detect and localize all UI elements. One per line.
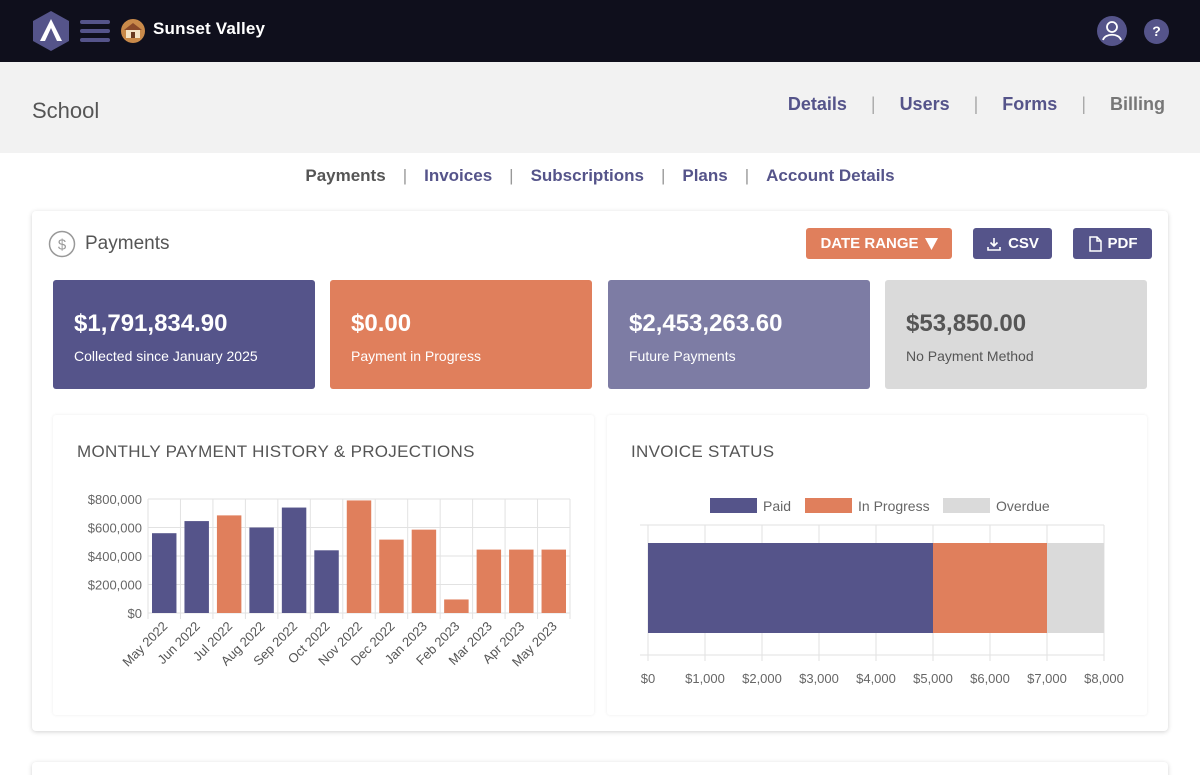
x-tick-label: $7,000 [1027,671,1067,686]
x-tick-label: $3,000 [799,671,839,686]
subnav-separator: | [509,166,514,185]
nav-forms[interactable]: Forms [1002,94,1058,114]
nav-separator: | [870,94,876,114]
file-icon [1088,235,1102,252]
y-tick-label: $200,000 [88,578,142,593]
stat-future: $2,453,263.60 Future Payments [608,280,870,389]
stat-label: No Payment Method [906,348,1034,364]
payments-card: $ Payments DATE RANGE CSV PDF $1,791,834… [32,211,1168,731]
pdf-label: PDF [1107,235,1138,252]
user-profile-icon[interactable] [1097,16,1127,46]
section-nav: Details | Users | Forms | Billing [788,94,1165,115]
stack-segment [648,543,933,633]
subnav-payments[interactable]: Payments [305,166,386,185]
stack-segment [933,543,1047,633]
legend-label: In Progress [858,498,930,514]
y-tick-label: $400,000 [88,549,142,564]
bar [152,533,177,613]
subnav-plans[interactable]: Plans [682,166,728,185]
app-logo-icon[interactable] [31,10,71,52]
subnav-account-details[interactable]: Account Details [766,166,895,185]
invoice-chart-title: INVOICE STATUS [631,442,775,461]
bar [411,529,437,613]
stat-no-payment-method: $53,850.00 No Payment Method [885,280,1147,389]
legend-swatch [710,498,757,513]
menu-icon[interactable] [80,20,110,42]
stat-in-progress: $0.00 Payment in Progress [330,280,592,389]
nav-separator: | [1081,94,1086,114]
bar [346,500,372,613]
bar [444,599,469,613]
bar [379,539,404,613]
subnav-separator: | [402,166,408,185]
bar [216,515,242,613]
nav-users[interactable]: Users [899,94,950,114]
csv-label: CSV [1008,235,1039,252]
stat-collected: $1,791,834.90 Collected since January 20… [53,280,315,389]
subnav-invoices[interactable]: Invoices [424,166,493,185]
app-title: Sunset Valley [153,19,266,38]
legend-swatch [805,498,852,513]
stat-value: $2,453,263.60 [629,310,783,337]
bar [476,549,502,613]
subnav-separator: | [660,166,666,185]
x-tick-label: $6,000 [970,671,1010,686]
x-tick-label: $4,000 [856,671,896,686]
caret-down-icon [924,237,938,250]
bar [281,507,307,613]
pdf-button[interactable]: PDF [1073,228,1152,259]
page-title: School [32,98,100,123]
subnav-subscriptions[interactable]: Subscriptions [530,166,644,185]
stat-value: $1,791,834.90 [74,310,228,337]
dollar-icon: $ [48,230,76,258]
top-bar: Sunset Valley ? [0,0,1200,62]
svg-text:$: $ [58,237,67,254]
bar [314,550,339,613]
x-tick-label: $2,000 [742,671,782,686]
y-tick-label: $0 [128,606,142,621]
page-header: School Details | Users | Forms | Billing [0,62,1200,153]
invoice-status-panel: INVOICE STATUS $0 $1,000 $2,000 $3,000 $4,00… [607,415,1147,715]
billing-subnav: Payments | Invoices | Subscriptions | Pl… [0,166,1200,186]
bar [184,521,209,613]
bar [541,549,566,613]
bar [249,527,274,613]
legend-label: Paid [763,498,791,514]
help-icon[interactable]: ? [1144,19,1169,44]
nav-separator: | [973,94,979,114]
monthly-chart-title: MONTHLY PAYMENT HISTORY & PROJECTIONS [77,442,475,461]
x-tick-label: $1,000 [685,671,725,686]
payments-title: Payments [85,233,170,254]
y-tick-label: $800,000 [88,492,142,507]
date-range-button[interactable]: DATE RANGE [806,228,952,259]
subnav-separator: | [744,166,750,185]
stat-label: Collected since January 2025 [74,348,258,364]
school-avatar-icon [121,19,145,43]
csv-button[interactable]: CSV [973,228,1052,259]
x-tick-label: $5,000 [913,671,953,686]
bar [509,549,534,613]
legend-swatch [943,498,990,513]
date-range-label: DATE RANGE [820,235,919,252]
y-tick-label: $600,000 [88,521,142,536]
x-tick-label: $8,000 [1084,671,1124,686]
download-icon [987,237,1001,251]
monthly-history-panel: MONTHLY PAYMENT HISTORY & PROJECTIONS $0… [53,415,594,715]
stat-value: $53,850.00 [906,310,1027,337]
legend-label: Overdue [996,498,1050,514]
x-tick-label: $0 [641,671,655,686]
invoice-stacked-chart: $0 $1,000 $2,000 $3,000 $4,000 $5,000 $6,000 $7… [640,498,1124,686]
nav-details[interactable]: Details [787,94,847,114]
stat-label: Payment in Progress [351,348,481,364]
stack-segment [1047,543,1104,633]
next-card [32,762,1168,775]
stat-label: Future Payments [629,348,736,364]
stat-value: $0.00 [351,310,412,337]
nav-billing[interactable]: Billing [1110,94,1165,114]
